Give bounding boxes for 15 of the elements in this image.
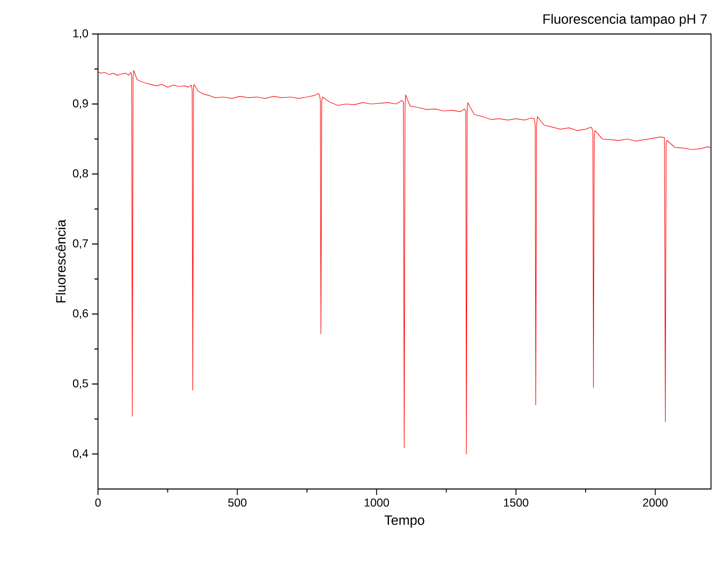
x-tick-label: 2000 (643, 498, 668, 507)
y-tick-label: 0,9 (72, 99, 88, 109)
y-tick-label: 0,6 (72, 309, 88, 319)
x-tick-label: 500 (228, 498, 246, 507)
y-tick-label: 1,0 (73, 29, 88, 39)
x-tick-label: 1000 (364, 498, 389, 507)
y-axis-title: Fluorescência (56, 219, 66, 302)
y-tick-label: 0,7 (72, 239, 88, 249)
y-tick-label: 0,4 (72, 449, 88, 459)
y-tick-label: 0,8 (72, 169, 88, 179)
x-tick-label: 0 (95, 498, 101, 507)
x-axis-title: Tempo (384, 516, 424, 528)
chart-title: Fluorescencia tampao pH 7 (544, 14, 707, 26)
x-tick-label: 1500 (504, 498, 528, 507)
y-tick-label: 0,5 (72, 379, 88, 389)
